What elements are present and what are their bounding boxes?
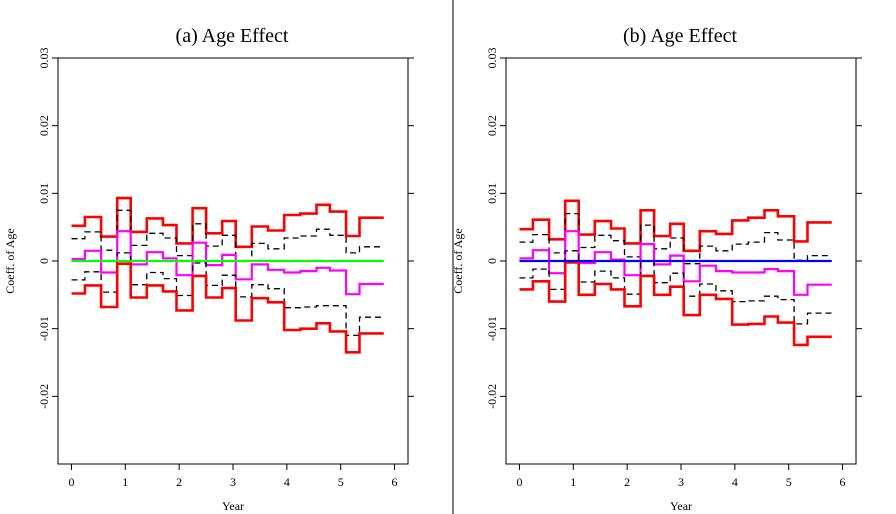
panel-a-x-tick-label-1: 1: [122, 475, 128, 489]
panel-a-y-tick-label-3: 0.01: [37, 183, 51, 204]
panel-b-series-upper-band: [519, 199, 832, 253]
panel-b-y-tick-label-3: 0.01: [485, 183, 499, 204]
panel-a-x-tick-label-3: 3: [230, 475, 236, 489]
panel-a-series-lower-dashed: [71, 252, 384, 337]
panel-b-y-tick-label-2: 0: [485, 258, 499, 264]
panel-a-y-axis-label: Coeff. of Age: [3, 228, 17, 293]
panel-a-x-ticks: 0 1 2 3 4 5 6: [68, 464, 398, 489]
panel-b-y-tick-label-4: 0.02: [485, 115, 499, 136]
panel-a-y-tick-label-1: -0.01: [37, 316, 51, 341]
panel-a-x-axis-label: Year: [222, 499, 244, 513]
panel-a-x-tick-label-4: 4: [284, 475, 290, 489]
panel-b-y-tick-label-1: -0.01: [485, 316, 499, 341]
panel-b-x-tick-label-1: 1: [570, 475, 576, 489]
panel-a-title: (a) Age Effect: [176, 25, 289, 47]
panel-a-y-tick-label-4: 0.02: [37, 115, 51, 136]
panel-a-series-lower-band: [71, 262, 384, 354]
panel-a-series-upper-dashed: [71, 209, 384, 262]
panel-b-x-ticks: 0 1 2 3 4 5 6: [516, 464, 846, 489]
panel-b-x-tick-label-5: 5: [786, 475, 792, 489]
panel-b-series: [519, 199, 832, 347]
panel-a-series: [71, 196, 384, 354]
panel-b-x-tick-label-3: 3: [678, 475, 684, 489]
panel-b-right-ticks: [856, 57, 862, 397]
panel-b-series-estimate: [519, 230, 832, 296]
panel-b-y-tick-label-0: -0.02: [485, 384, 499, 409]
panel-a: (a) Age Effect 0 1 2 3 4 5 6 -0.02 -0.01 0 0.01 0.…: [3, 25, 414, 513]
panel-a-y-tick-label-2: 0: [37, 258, 51, 264]
panel-b-x-tick-label-0: 0: [516, 475, 522, 489]
panel-a-x-tick-label-5: 5: [338, 475, 344, 489]
panel-a-right-ticks: [408, 57, 414, 397]
panel-a-x-tick-label-6: 6: [392, 475, 398, 489]
panel-b-y-tick-label-5: 0.03: [485, 48, 499, 69]
panel-a-y-tick-label-5: 0.03: [37, 48, 51, 69]
panel-b-series-upper-dashed: [519, 212, 832, 265]
panel-b-x-axis-label: Year: [670, 499, 692, 513]
panel-a-x-tick-label-2: 2: [176, 475, 182, 489]
panel-b-y-axis-label: Coeff. of Age: [451, 228, 465, 293]
panel-b-x-tick-label-4: 4: [732, 475, 738, 489]
panel-b-x-tick-label-2: 2: [624, 475, 630, 489]
panel-b-title: (b) Age Effect: [623, 25, 737, 47]
panel-b-series-lower-band: [519, 261, 832, 347]
panel-a-y-ticks: -0.02 -0.01 0 0.01 0.02 0.03: [37, 48, 58, 409]
panel-a-series-upper-band: [71, 196, 384, 249]
panel-b-y-ticks: -0.02 -0.01 0 0.01 0.02 0.03: [485, 48, 506, 409]
panel-b: (b) Age Effect 0 1 2 3 4 5 6 -0.02 -0.01 0 0.01 0.…: [451, 25, 862, 513]
panel-b-series-lower-dashed: [519, 250, 832, 325]
panel-a-y-tick-label-0: -0.02: [37, 384, 51, 409]
panel-a-x-tick-label-0: 0: [68, 475, 74, 489]
panel-b-x-tick-label-6: 6: [840, 475, 846, 489]
